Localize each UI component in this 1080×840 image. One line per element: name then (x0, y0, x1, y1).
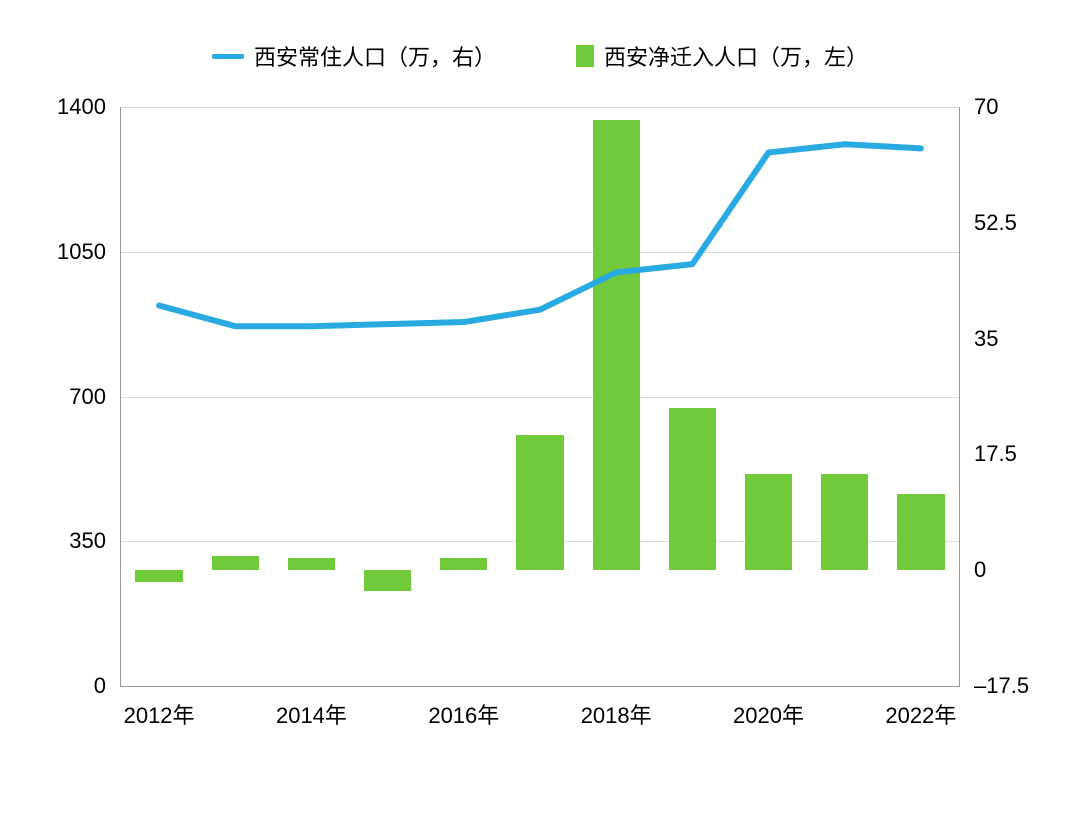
x-tick-label: 2016年 (428, 698, 499, 730)
y-left-tick-label: 0 (94, 673, 106, 699)
y-left-tick-label: 1050 (57, 239, 106, 265)
y-left-tick-label: 700 (69, 384, 106, 410)
legend-bar-swatch (576, 45, 594, 67)
legend-line-label: 西安常住人口（万，右） (254, 40, 496, 72)
y-right-tick-label: 35 (974, 326, 998, 352)
y-right-tick-label: 17.5 (974, 441, 1017, 467)
x-tick-label: 2020年 (733, 698, 804, 730)
y-left-tick-label: 350 (69, 528, 106, 554)
y-right-tick-label: 52.5 (974, 210, 1017, 236)
legend-item-line: 西安常住人口（万，右） (212, 40, 496, 72)
chart-container: 西安常住人口（万，右） 西安净迁入人口（万，左） 035070010501400… (40, 40, 1040, 800)
plot-area: 035070010501400–17.5017.53552.5702012年20… (120, 107, 960, 727)
legend: 西安常住人口（万，右） 西安净迁入人口（万，左） (40, 40, 1040, 72)
x-tick-label: 2014年 (276, 698, 347, 730)
x-tick-label: 2012年 (124, 698, 195, 730)
x-tick-label: 2018年 (581, 698, 652, 730)
y-right-tick-label: 0 (974, 557, 986, 583)
legend-item-bar: 西安净迁入人口（万，左） (576, 40, 868, 72)
line-series (159, 144, 921, 326)
legend-line-swatch (212, 54, 244, 59)
x-tick-label: 2022年 (885, 698, 956, 730)
line-chart-svg (121, 107, 959, 686)
y-left-tick-label: 1400 (57, 94, 106, 120)
plot-inner: 035070010501400–17.5017.53552.5702012年20… (120, 107, 960, 687)
y-right-tick-label: –17.5 (974, 673, 1029, 699)
y-right-tick-label: 70 (974, 94, 998, 120)
legend-bar-label: 西安净迁入人口（万，左） (604, 40, 868, 72)
